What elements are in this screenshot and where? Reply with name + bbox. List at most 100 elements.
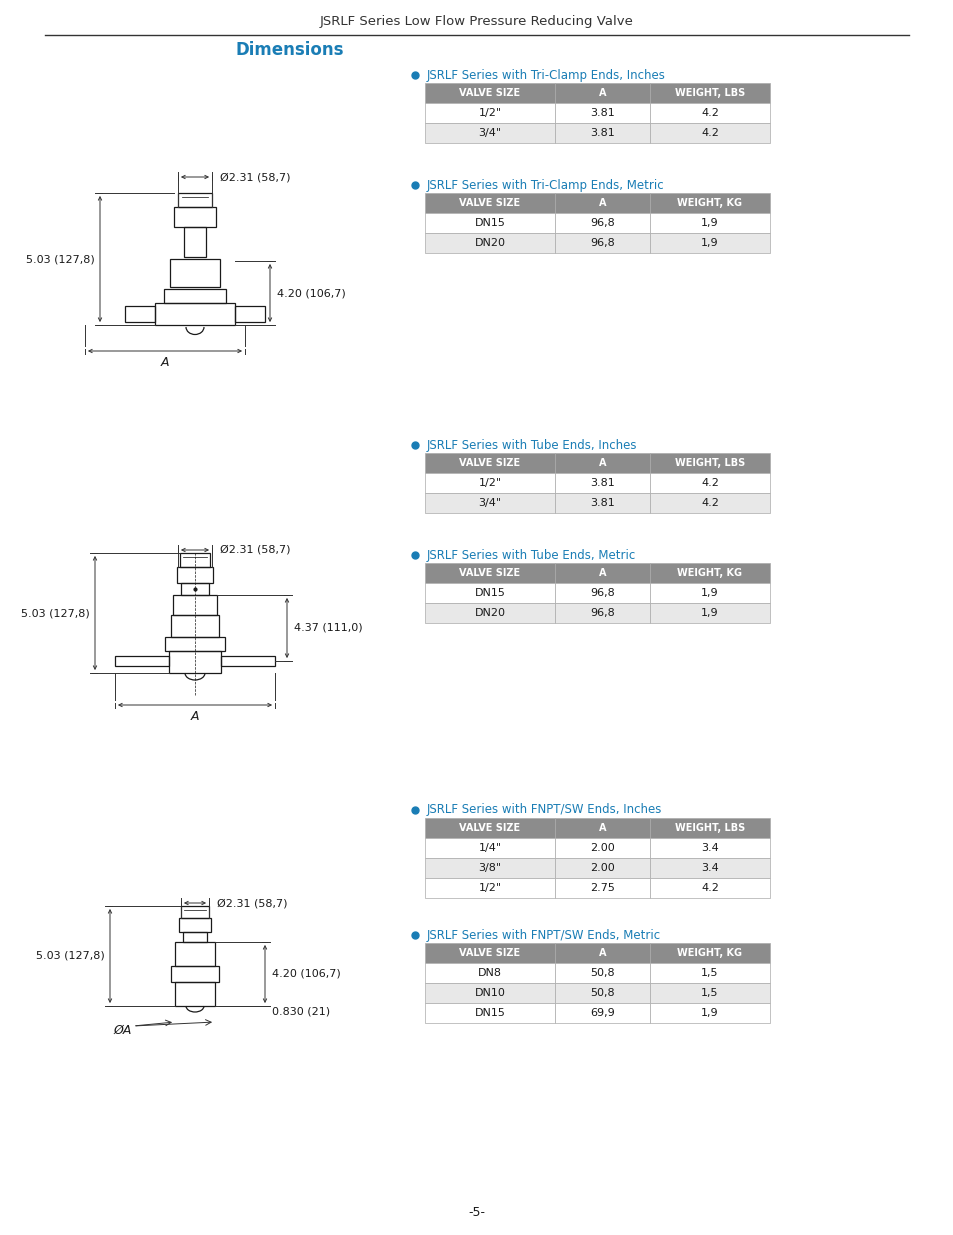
Text: A: A — [598, 568, 605, 578]
Bar — [555, 563, 649, 583]
Text: 96,8: 96,8 — [590, 219, 615, 228]
Bar — [174, 982, 214, 1007]
Bar — [649, 603, 769, 622]
Text: 96,8: 96,8 — [590, 238, 615, 248]
Bar — [424, 839, 555, 858]
Bar — [165, 637, 225, 651]
Bar — [649, 493, 769, 513]
Bar — [555, 83, 649, 103]
Bar — [649, 124, 769, 143]
Text: WEIGHT, LBS: WEIGHT, LBS — [674, 823, 744, 832]
Text: 4.20 (106,7): 4.20 (106,7) — [276, 288, 345, 298]
Bar — [649, 858, 769, 878]
Bar — [424, 583, 555, 603]
Text: 4.2: 4.2 — [700, 883, 719, 893]
Bar — [424, 878, 555, 898]
Bar — [177, 567, 213, 583]
Text: 1,9: 1,9 — [700, 1008, 718, 1018]
Bar — [649, 1003, 769, 1023]
Bar — [555, 839, 649, 858]
Bar — [184, 227, 206, 257]
Text: WEIGHT, LBS: WEIGHT, LBS — [674, 88, 744, 98]
Text: 4.2: 4.2 — [700, 107, 719, 119]
Bar — [555, 583, 649, 603]
Bar — [555, 193, 649, 212]
Bar — [649, 473, 769, 493]
Bar — [171, 615, 219, 637]
Text: 1,5: 1,5 — [700, 988, 718, 998]
Text: 0.830 (21): 0.830 (21) — [272, 1007, 330, 1016]
Bar — [181, 583, 209, 595]
Text: 4.37 (111,0): 4.37 (111,0) — [294, 622, 362, 634]
Text: 2.00: 2.00 — [590, 863, 615, 873]
Bar — [234, 306, 265, 322]
Bar — [555, 963, 649, 983]
Text: 1,9: 1,9 — [700, 219, 718, 228]
Text: JSRLF Series with FNPT/SW Ends, Metric: JSRLF Series with FNPT/SW Ends, Metric — [427, 929, 660, 941]
Bar — [649, 963, 769, 983]
Bar — [649, 583, 769, 603]
Text: A: A — [598, 823, 605, 832]
Text: 96,8: 96,8 — [590, 608, 615, 618]
Bar — [555, 473, 649, 493]
Text: 5.03 (127,8): 5.03 (127,8) — [21, 608, 90, 618]
Bar — [174, 942, 214, 966]
Bar — [424, 193, 555, 212]
Bar — [181, 906, 209, 918]
Bar — [649, 818, 769, 839]
Bar — [555, 212, 649, 233]
Text: JSRLF Series with Tube Ends, Inches: JSRLF Series with Tube Ends, Inches — [427, 438, 637, 452]
Bar — [649, 878, 769, 898]
Text: 3.81: 3.81 — [590, 478, 615, 488]
Text: -5-: -5- — [468, 1207, 485, 1219]
Bar — [183, 932, 207, 942]
Bar — [555, 818, 649, 839]
Bar — [555, 983, 649, 1003]
Bar — [555, 124, 649, 143]
Text: 3.81: 3.81 — [590, 128, 615, 138]
Text: ØA: ØA — [112, 1024, 132, 1036]
Text: 50,8: 50,8 — [590, 988, 614, 998]
Bar — [424, 603, 555, 622]
Bar — [649, 944, 769, 963]
Text: 50,8: 50,8 — [590, 968, 614, 978]
Text: DN20: DN20 — [474, 608, 505, 618]
Bar — [649, 453, 769, 473]
Text: WEIGHT, KG: WEIGHT, KG — [677, 568, 741, 578]
Bar — [424, 473, 555, 493]
Text: 4.2: 4.2 — [700, 498, 719, 508]
Text: JSRLF Series with Tri-Clamp Ends, Metric: JSRLF Series with Tri-Clamp Ends, Metric — [427, 179, 664, 191]
Text: Ø2.31 (58,7): Ø2.31 (58,7) — [216, 898, 287, 908]
Text: 1/4": 1/4" — [478, 844, 501, 853]
Text: 3/4": 3/4" — [478, 128, 501, 138]
Bar — [424, 963, 555, 983]
Text: VALVE SIZE: VALVE SIZE — [459, 568, 520, 578]
Text: A: A — [598, 88, 605, 98]
Text: A: A — [161, 357, 169, 369]
Bar — [555, 233, 649, 253]
Text: DN15: DN15 — [474, 1008, 505, 1018]
Text: 3/4": 3/4" — [478, 498, 501, 508]
Text: 4.20 (106,7): 4.20 (106,7) — [272, 969, 340, 979]
Bar — [555, 858, 649, 878]
Bar — [649, 212, 769, 233]
Bar — [125, 306, 154, 322]
Text: 3.4: 3.4 — [700, 863, 719, 873]
Bar — [171, 966, 219, 982]
Text: WEIGHT, KG: WEIGHT, KG — [677, 198, 741, 207]
Bar — [154, 303, 234, 325]
Bar — [424, 212, 555, 233]
Text: 3.81: 3.81 — [590, 107, 615, 119]
Bar — [649, 193, 769, 212]
Text: VALVE SIZE: VALVE SIZE — [459, 88, 520, 98]
Bar — [424, 983, 555, 1003]
Bar — [172, 595, 216, 615]
Bar — [173, 207, 215, 227]
Bar — [424, 103, 555, 124]
Bar — [555, 878, 649, 898]
Bar — [424, 818, 555, 839]
Text: VALVE SIZE: VALVE SIZE — [459, 823, 520, 832]
Text: Dimensions: Dimensions — [235, 41, 344, 59]
Text: A: A — [598, 198, 605, 207]
Text: DN15: DN15 — [474, 219, 505, 228]
